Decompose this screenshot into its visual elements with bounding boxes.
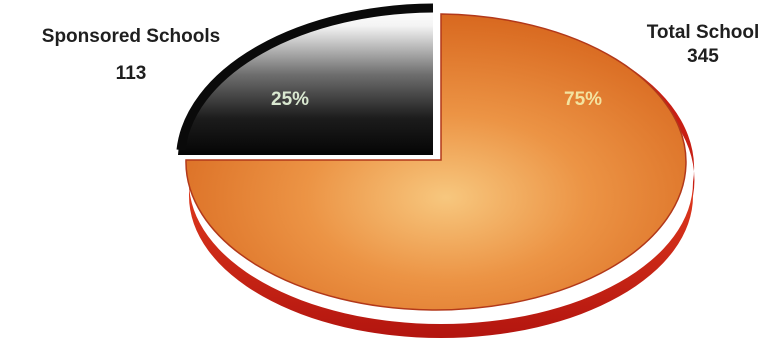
total-percent-label: 75% (564, 89, 603, 110)
sponsored-schools-count: 113 (115, 63, 147, 84)
sponsored-percent-label: 25% (271, 89, 310, 110)
total-school-label: Total School 345 (628, 21, 778, 69)
total-school-slice (185, 13, 687, 311)
sponsored-schools-name: Sponsored Schools (41, 26, 221, 47)
sponsored-schools-label: Sponsored Schools 113 (6, 25, 256, 86)
sponsored-schools-slice-edge (176, 3, 434, 151)
sponsored-schools-slice (178, 7, 433, 155)
total-school-count: 345 (687, 46, 719, 67)
total-school-name: Total School (646, 22, 760, 43)
